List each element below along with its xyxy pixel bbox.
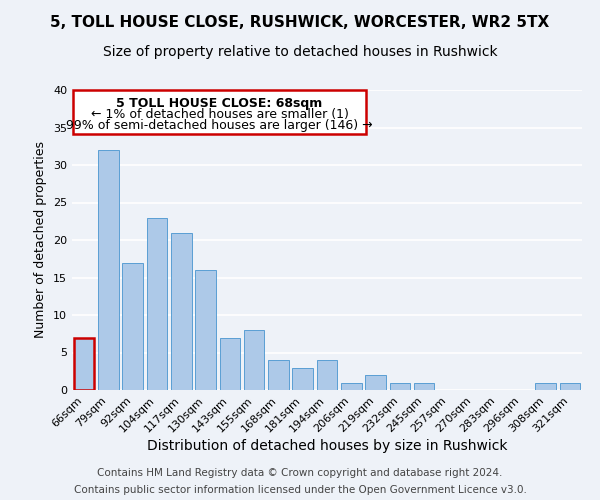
Text: Size of property relative to detached houses in Rushwick: Size of property relative to detached ho…	[103, 45, 497, 59]
Y-axis label: Number of detached properties: Number of detached properties	[34, 142, 47, 338]
Bar	[365, 375, 386, 390]
FancyBboxPatch shape	[73, 90, 366, 134]
Text: 5, TOLL HOUSE CLOSE, RUSHWICK, WORCESTER, WR2 5TX: 5, TOLL HOUSE CLOSE, RUSHWICK, WORCESTER…	[50, 15, 550, 30]
Bar	[414, 382, 434, 390]
Text: 5 TOLL HOUSE CLOSE: 68sqm: 5 TOLL HOUSE CLOSE: 68sqm	[116, 97, 323, 110]
Text: ← 1% of detached houses are smaller (1): ← 1% of detached houses are smaller (1)	[91, 108, 349, 121]
Text: Contains public sector information licensed under the Open Government Licence v3: Contains public sector information licen…	[74, 485, 526, 495]
X-axis label: Distribution of detached houses by size in Rushwick: Distribution of detached houses by size …	[147, 440, 507, 454]
Bar	[244, 330, 265, 390]
Bar	[74, 338, 94, 390]
Bar	[389, 382, 410, 390]
Bar	[560, 382, 580, 390]
Bar	[317, 360, 337, 390]
Bar	[220, 338, 240, 390]
Text: 99% of semi-detached houses are larger (146) →: 99% of semi-detached houses are larger (…	[66, 119, 373, 132]
Bar	[268, 360, 289, 390]
Bar	[535, 382, 556, 390]
Bar	[195, 270, 216, 390]
Bar	[98, 150, 119, 390]
Text: Contains HM Land Registry data © Crown copyright and database right 2024.: Contains HM Land Registry data © Crown c…	[97, 468, 503, 477]
Bar	[122, 262, 143, 390]
Bar	[292, 368, 313, 390]
Bar	[341, 382, 362, 390]
Bar	[146, 218, 167, 390]
Bar	[171, 232, 191, 390]
